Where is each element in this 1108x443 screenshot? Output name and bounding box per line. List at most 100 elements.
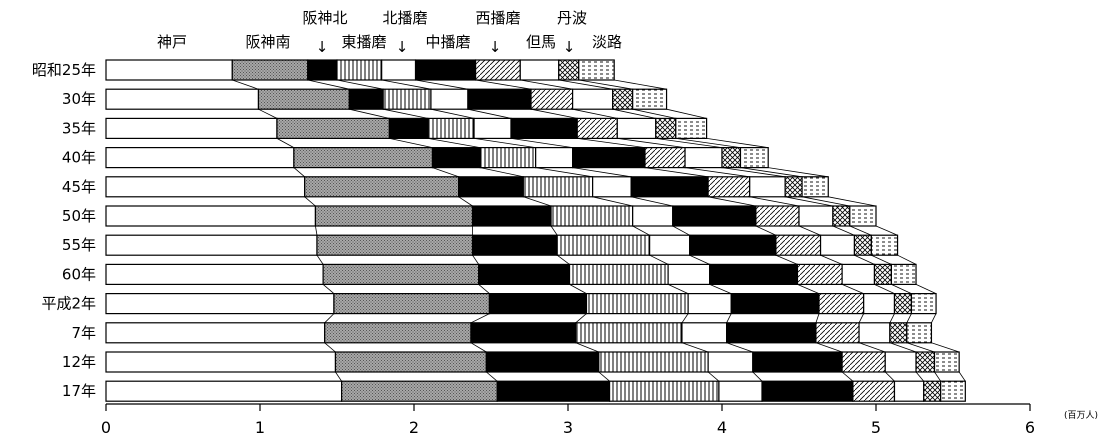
connector-line [558,79,613,90]
bars [105,59,966,402]
bar-segment-2 [334,351,487,373]
connector-line [381,79,432,90]
legend-arrow-icon: ↓ [563,38,576,56]
bar-segment-6 [672,205,757,227]
x-axis: 0 1 2 3 4 5 6 (百万人) [101,403,1098,437]
x-tick-label: 2 [409,418,419,437]
connector-line [915,284,937,294]
bar-segment-7 [818,293,865,315]
bar-segment-6 [709,263,799,285]
legend-arrow-icon: ↓ [396,38,409,56]
connector-line [897,254,917,265]
bar-segment-2 [314,205,474,227]
bar-segment-7 [815,322,860,344]
bar-segment-10 [940,380,966,402]
connector-line [474,138,536,148]
bar-segment-4 [336,59,383,81]
connector-line [415,79,468,90]
connector-line [631,196,673,207]
bar-segment-4 [608,380,720,402]
bar-segment-1 [105,322,326,344]
connector-line [617,138,686,148]
bar-segment-4 [522,176,594,198]
bar-segment-9 [889,322,908,344]
connector-line [785,196,833,207]
category-label: 30年 [62,90,96,108]
connector-line [689,254,710,265]
bar-segment-10 [675,117,708,140]
connector-line [383,108,428,119]
connector-line [675,138,741,148]
connector-line [335,371,342,382]
connector-line [667,284,689,294]
connector-line [276,138,295,148]
connector-line [336,79,384,90]
bar-segment-8 [841,263,876,285]
category-label: 50年 [62,207,96,225]
bar-segment-7 [841,351,886,373]
bar-segment-8 [858,322,891,344]
bar-segment-9 [853,234,872,256]
connector-line [858,313,865,323]
connector-line [550,225,558,236]
connector-line [523,196,552,207]
bar-segment-6 [726,322,817,344]
connector-line [614,79,667,90]
connector-line [470,342,487,353]
bar-segment-10 [632,88,668,110]
bar-segment-10 [870,234,899,256]
connector-line [458,196,473,207]
bar-segment-8 [616,117,657,140]
x-tick-label: 4 [717,418,727,437]
bar-segment-4 [550,205,634,227]
bar-segment-1 [105,380,343,402]
connector-line [832,225,855,236]
connector-line [432,167,459,178]
bar-segment-8 [863,293,896,315]
connector-line [828,196,877,207]
bar-segment-7 [644,147,686,169]
bar-segment-8 [819,234,856,256]
bar-segment-10 [910,293,937,315]
bar-segment-9 [915,351,936,373]
connector-line [315,225,318,236]
connector-line [749,196,800,207]
connector-line [612,108,656,119]
connector-line [632,225,650,236]
bar-segment-5 [687,293,732,315]
connector-line [708,196,756,207]
bar-segment-7 [475,59,521,81]
category-label: 平成2年 [41,295,96,313]
connector-line [258,108,278,119]
bar-segment-1 [105,59,233,81]
x-tick-label: 3 [563,418,573,437]
bar-segment-6 [730,293,820,315]
connector-line [740,167,803,178]
category-label: 35年 [62,119,96,137]
connector-line [349,108,390,119]
connector-line [849,225,872,236]
bar-segment-5 [430,88,469,110]
bar-segment-4 [585,293,689,315]
connector-line [915,371,925,382]
bar-segment-3 [348,88,384,110]
connector-line [575,313,587,324]
category-label: 7年 [71,324,96,342]
connector-line [304,196,316,207]
connector-line [666,108,707,119]
bar-segment-8 [749,176,786,198]
bar-segment-2 [257,88,350,110]
bar-segment-8 [893,380,925,402]
connector-line [875,225,898,236]
connector-line [535,167,593,178]
connector-line [797,284,820,294]
bar-segment-7 [576,117,618,140]
bar-segment-8 [798,205,834,227]
connector-line [775,254,798,265]
bar-segment-9 [784,176,803,198]
bar-segment-2 [304,176,460,198]
connector-line [841,371,854,382]
connector-line [510,138,573,148]
bar-segment-1 [105,147,295,169]
